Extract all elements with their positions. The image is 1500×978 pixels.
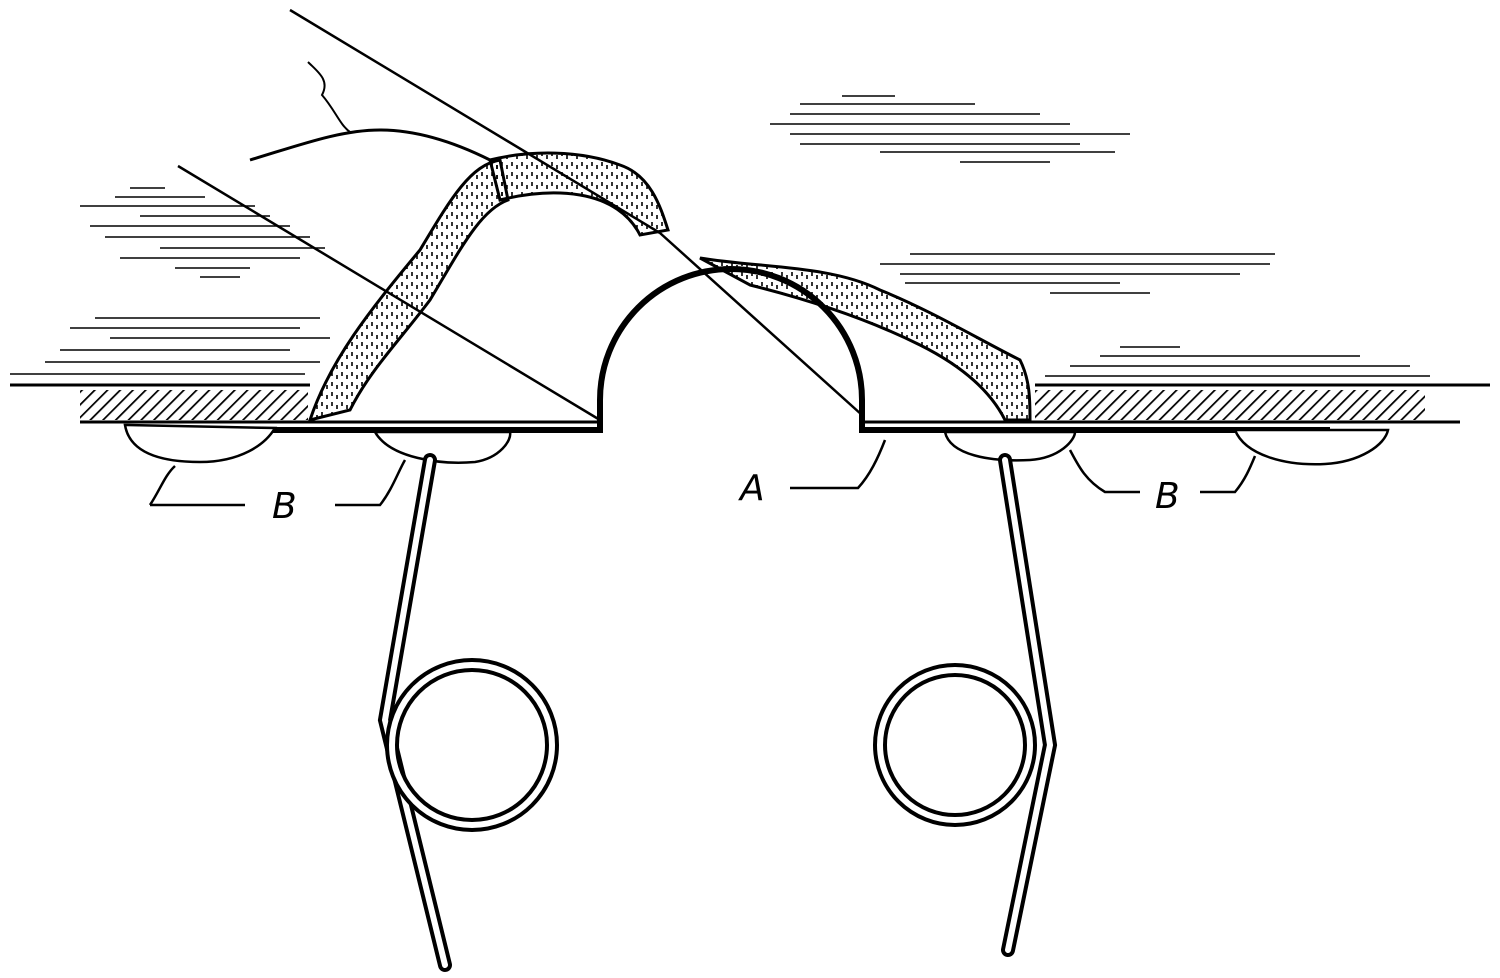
spring-clip-left: [377, 453, 559, 972]
solder-blobs: [123, 423, 1390, 466]
water-shading-left: [10, 187, 330, 375]
label-a: A: [738, 468, 765, 509]
hatched-base: [10, 383, 1490, 424]
label-b-right: B: [1155, 476, 1180, 517]
spring-clip-right: [873, 453, 1058, 957]
leader-lines: [148, 439, 1257, 507]
label-b-left: B: [272, 486, 297, 527]
diagonal-plank: [177, 8, 863, 422]
water-shading-right: [770, 95, 1430, 377]
stippled-covering: [249, 128, 1032, 423]
